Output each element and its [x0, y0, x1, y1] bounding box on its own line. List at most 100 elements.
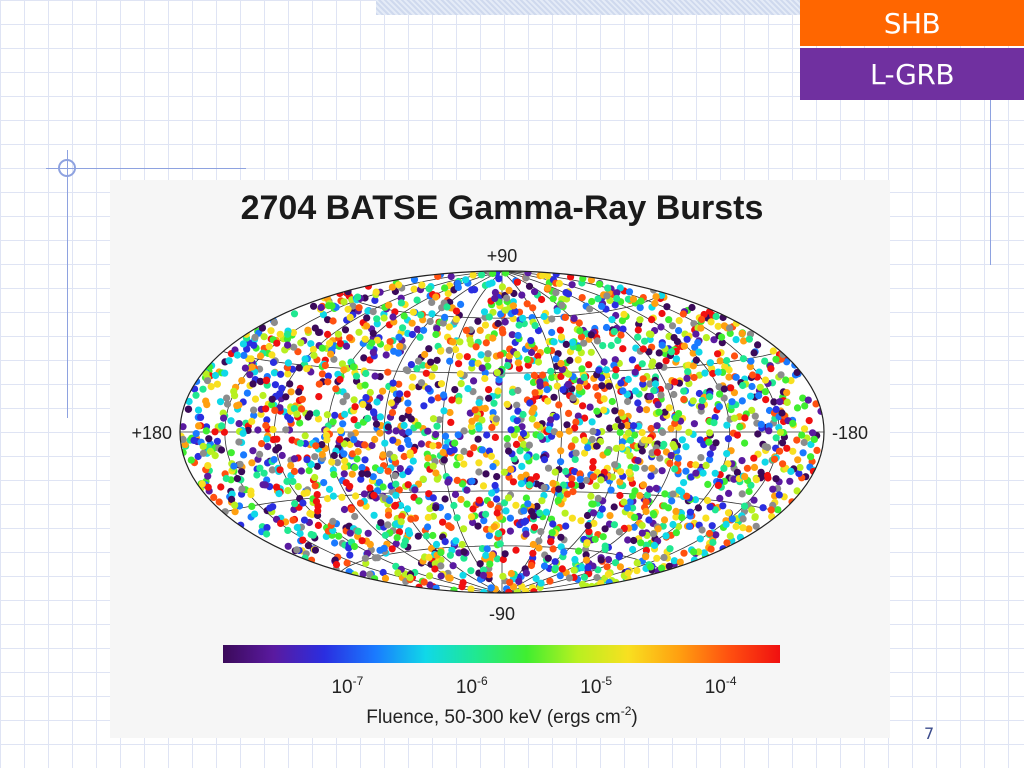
burst-point [429, 415, 438, 423]
burst-point [363, 314, 371, 322]
burst-point [772, 405, 780, 413]
burst-point [451, 439, 459, 447]
burst-point [434, 441, 442, 449]
burst-point [354, 448, 362, 456]
burst-point [432, 469, 440, 477]
burst-point [447, 418, 455, 426]
burst-point [718, 339, 726, 347]
burst-point [692, 461, 700, 469]
burst-point [272, 483, 281, 491]
burst-point [429, 531, 437, 540]
burst-point [432, 540, 441, 548]
burst-point [396, 342, 404, 350]
burst-point [354, 527, 362, 535]
burst-point [504, 361, 512, 370]
burst-point [238, 485, 246, 493]
burst-point [235, 420, 243, 428]
burst-point [590, 509, 598, 517]
burst-point [549, 295, 557, 303]
burst-point [433, 356, 441, 364]
burst-point [761, 458, 769, 466]
burst-point [514, 359, 522, 367]
burst-point [696, 436, 704, 444]
burst-point [522, 494, 530, 502]
burst-point [574, 412, 582, 420]
burst-point [585, 528, 593, 536]
burst-point [657, 391, 665, 399]
burst-point [444, 513, 452, 521]
burst-point [251, 333, 259, 341]
burst-point [349, 450, 357, 458]
burst-point [670, 557, 679, 565]
burst-point [269, 358, 278, 366]
burst-point [759, 504, 767, 512]
burst-point [690, 548, 698, 556]
burst-point [634, 399, 642, 407]
burst-point [706, 456, 714, 464]
burst-point [665, 404, 673, 412]
burst-point [402, 366, 410, 374]
burst-point [348, 470, 356, 478]
burst-point [650, 541, 659, 549]
burst-point [574, 344, 583, 352]
burst-point [194, 452, 202, 461]
label-north: +90 [487, 246, 518, 266]
burst-point [221, 369, 229, 377]
burst-point [757, 420, 765, 428]
burst-point [499, 555, 507, 564]
burst-point [807, 440, 815, 449]
burst-point [355, 304, 363, 312]
burst-point [199, 449, 207, 457]
burst-point [740, 337, 748, 345]
burst-point [584, 444, 592, 452]
burst-point [653, 554, 661, 562]
burst-point [626, 452, 634, 460]
burst-point [489, 409, 497, 417]
burst-point [612, 366, 620, 374]
burst-point [346, 529, 354, 537]
burst-point [531, 288, 539, 296]
burst-point [500, 499, 509, 507]
burst-point [372, 288, 380, 296]
burst-point [795, 469, 803, 478]
burst-point [451, 490, 460, 499]
burst-point [616, 478, 624, 486]
burst-point [380, 314, 388, 322]
burst-point [732, 336, 740, 344]
burst-point [644, 491, 652, 499]
burst-point [361, 456, 369, 464]
burst-point [297, 339, 305, 347]
burst-point [489, 271, 497, 278]
burst-point [530, 523, 539, 531]
burst-point [233, 402, 241, 410]
burst-point [577, 482, 585, 490]
burst-point [289, 329, 297, 337]
burst-point [464, 385, 472, 393]
burst-point [714, 350, 722, 358]
burst-point [270, 318, 278, 327]
burst-point [246, 371, 254, 379]
burst-point [680, 342, 689, 350]
burst-point [624, 569, 632, 577]
burst-point [750, 463, 759, 471]
burst-point [241, 364, 249, 372]
burst-point [414, 421, 422, 429]
burst-point [702, 461, 710, 469]
burst-point [467, 585, 475, 593]
shb-tag: SHB [800, 0, 1024, 46]
burst-point [359, 570, 367, 578]
burst-point [474, 435, 482, 443]
burst-point [691, 496, 700, 504]
burst-point [312, 442, 320, 450]
burst-point [294, 348, 302, 356]
burst-point [338, 493, 346, 501]
burst-point [712, 531, 720, 539]
burst-point [589, 427, 597, 435]
burst-point [445, 323, 453, 331]
burst-point [457, 495, 465, 504]
burst-point [284, 526, 292, 534]
burst-point [343, 392, 351, 400]
burst-point [656, 454, 664, 462]
burst-point [413, 296, 421, 304]
burst-point [662, 532, 670, 540]
